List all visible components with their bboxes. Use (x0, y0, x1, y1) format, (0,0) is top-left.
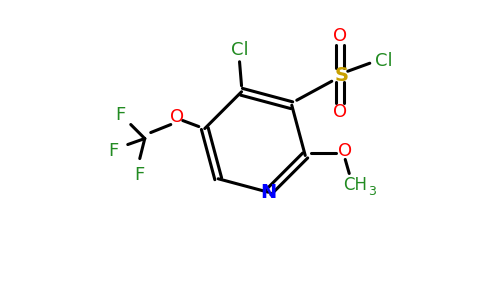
Text: N: N (260, 183, 276, 202)
Text: F: F (116, 106, 126, 124)
Text: 3: 3 (368, 185, 376, 198)
Text: Cl: Cl (375, 52, 393, 70)
Text: O: O (333, 103, 347, 121)
Text: O: O (338, 142, 352, 160)
Text: S: S (335, 66, 349, 85)
Text: O: O (170, 107, 184, 125)
Text: Cl: Cl (231, 41, 248, 59)
Text: O: O (333, 27, 347, 45)
Text: F: F (108, 142, 119, 160)
Text: F: F (135, 166, 145, 184)
Text: CH: CH (343, 176, 367, 194)
